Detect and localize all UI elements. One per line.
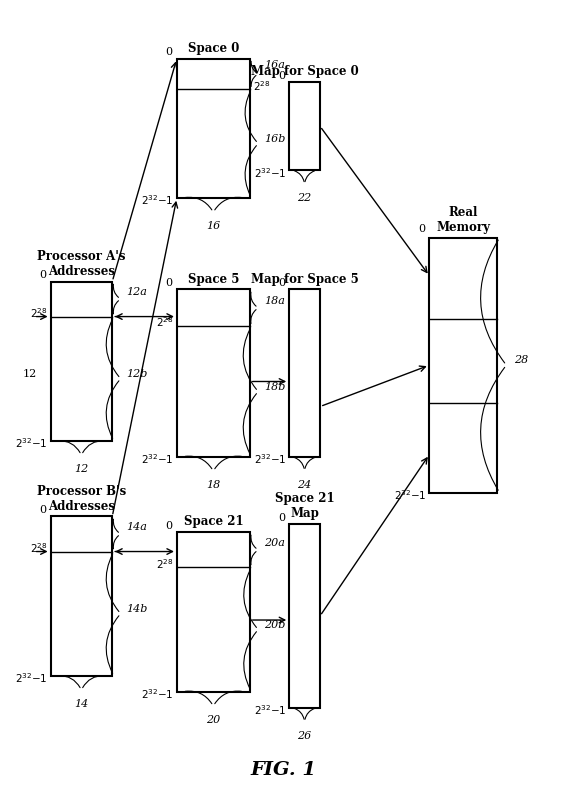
Text: $2^{32}{-}1$: $2^{32}{-}1$ [15, 671, 47, 686]
Text: $2^{32}{-}1$: $2^{32}{-}1$ [253, 703, 286, 717]
Text: 14a: 14a [126, 521, 147, 532]
Text: $2^{28}$: $2^{28}$ [253, 79, 270, 93]
Text: Space 21
Map: Space 21 Map [275, 492, 335, 520]
Bar [177, 59, 250, 198]
Text: Processor B's
Addresses: Processor B's Addresses [37, 484, 126, 512]
Text: Processor A's
Addresses: Processor A's Addresses [37, 249, 126, 277]
Text: 0: 0 [418, 224, 425, 233]
Text: Real
Memory: Real Memory [436, 206, 490, 233]
Bar [429, 237, 497, 492]
Text: 0: 0 [165, 520, 172, 531]
Text: 18: 18 [206, 480, 221, 490]
Text: 0: 0 [278, 512, 286, 523]
Text: 18a: 18a [264, 295, 285, 306]
Text: 16a: 16a [264, 60, 285, 70]
Text: $2^{32}{-}1$: $2^{32}{-}1$ [15, 436, 47, 451]
Text: 20b: 20b [264, 620, 285, 630]
Text: Map for Space 0: Map for Space 0 [251, 66, 358, 79]
Text: $2^{32}{-}1$: $2^{32}{-}1$ [253, 452, 286, 466]
Text: 20: 20 [206, 715, 221, 725]
Text: 0: 0 [39, 270, 46, 280]
Text: 12: 12 [74, 464, 88, 474]
Text: Map for Space 5: Map for Space 5 [251, 273, 358, 286]
Text: 16b: 16b [264, 134, 285, 144]
Text: Space 21: Space 21 [184, 516, 243, 529]
Text: 0: 0 [39, 505, 46, 515]
Bar [50, 516, 112, 676]
Text: 12b: 12b [126, 369, 147, 379]
Text: $2^{32}{-}1$: $2^{32}{-}1$ [141, 687, 174, 701]
Text: 26: 26 [298, 731, 312, 741]
Text: Space 5: Space 5 [188, 273, 239, 286]
Text: 24: 24 [298, 480, 312, 490]
Bar [177, 290, 250, 457]
Text: 14b: 14b [126, 604, 147, 614]
Bar [50, 282, 112, 441]
Text: 0: 0 [165, 47, 172, 57]
Text: $2^{32}{-}1$: $2^{32}{-}1$ [141, 193, 174, 208]
Bar [289, 83, 320, 170]
Text: FIG. 1: FIG. 1 [251, 761, 316, 780]
Text: Space 0: Space 0 [188, 42, 239, 55]
Text: 0: 0 [278, 71, 286, 81]
Bar [177, 533, 250, 691]
Text: $2^{32}{-}1$: $2^{32}{-}1$ [253, 166, 286, 180]
Text: $2^{28}$: $2^{28}$ [156, 316, 174, 330]
Text: 0: 0 [278, 278, 286, 288]
Text: 14: 14 [74, 699, 88, 709]
Text: $2^{28}$: $2^{28}$ [29, 541, 47, 555]
Text: $2^{32}{-}1$: $2^{32}{-}1$ [141, 452, 174, 466]
Text: 20a: 20a [264, 537, 285, 548]
Text: $2^{32}{-}1$: $2^{32}{-}1$ [393, 488, 426, 502]
Text: 0: 0 [165, 278, 172, 288]
Text: $2^{28}$: $2^{28}$ [156, 557, 174, 571]
Text: 12: 12 [22, 369, 36, 379]
Text: 16: 16 [206, 221, 221, 231]
Bar [289, 290, 320, 457]
Text: 22: 22 [298, 193, 312, 204]
Text: 18b: 18b [264, 382, 285, 391]
Text: 28: 28 [514, 355, 528, 365]
Bar [289, 525, 320, 707]
Text: $2^{28}$: $2^{28}$ [29, 306, 47, 320]
Text: 12a: 12a [126, 286, 147, 297]
